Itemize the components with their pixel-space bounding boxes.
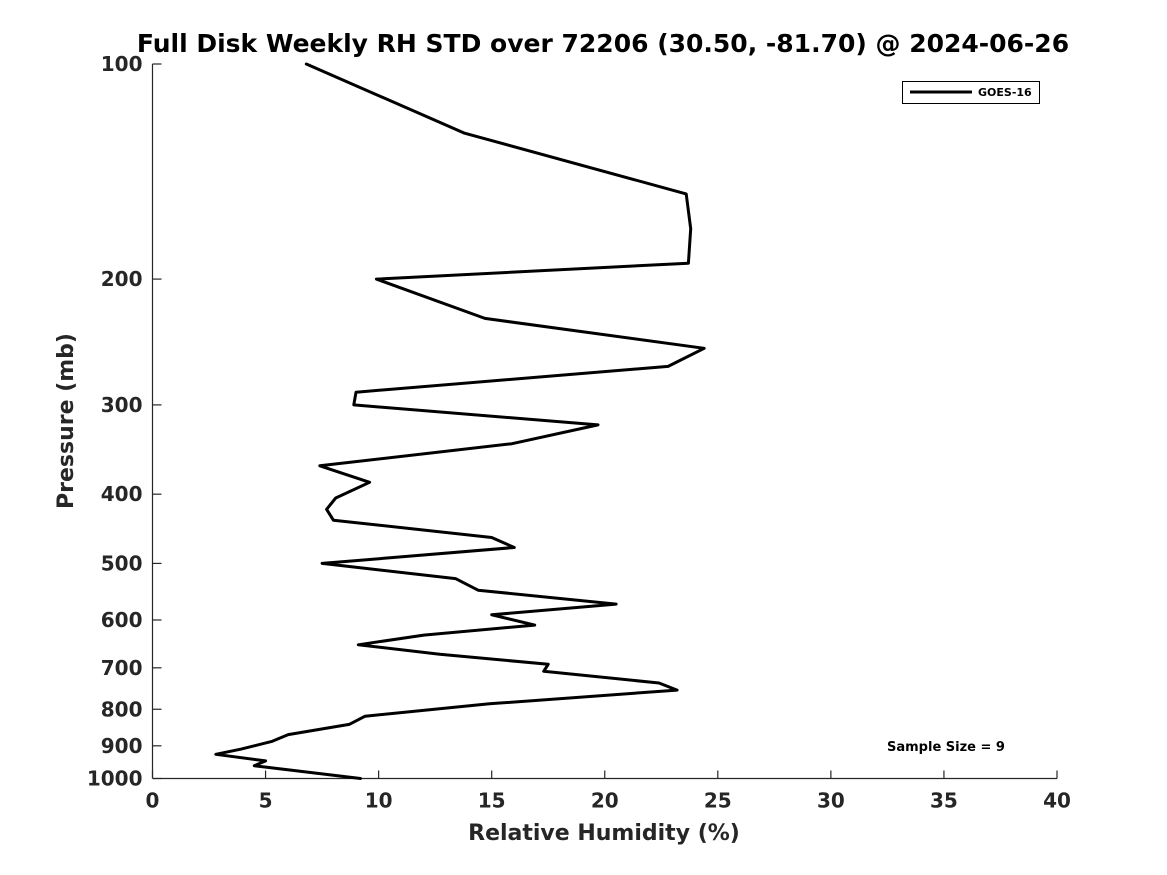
y-tick-label: 500 [101,551,143,575]
sample-size-annotation: Sample Size = 9 [887,740,1005,755]
x-tick-label: 10 [365,789,393,813]
legend: GOES-16 [902,81,1040,104]
y-tick-label: 700 [101,656,143,680]
chart-title: Full Disk Weekly RH STD over 72206 (30.5… [137,29,1069,58]
x-tick-label: 35 [930,789,958,813]
x-tick-label: 30 [817,789,845,813]
y-tick-label: 900 [101,734,143,758]
y-axis-label: Pressure (mb) [54,333,79,509]
x-tick-label: 40 [1043,789,1071,813]
series-line-goes-16 [214,62,706,780]
x-tick-label: 0 [146,789,160,813]
x-tick-label: 20 [591,789,619,813]
y-tick-label: 1000 [87,767,143,791]
y-ticks: 100 200 300 400 500 600 700 800 900 1000 [87,52,162,791]
x-axis-label: Relative Humidity (%) [468,821,740,846]
series-layer [214,62,706,780]
legend-label-goes-16: GOES-16 [978,86,1032,99]
x-tick-label: 5 [259,789,273,813]
x-tick-label: 15 [478,789,506,813]
y-tick-label: 300 [101,393,143,417]
y-tick-label: 200 [101,267,143,291]
y-tick-label: 400 [101,482,143,506]
y-tick-label: 100 [101,52,143,76]
y-tick-label: 800 [101,697,143,721]
x-ticks: 0 5 10 15 20 25 30 35 40 [146,770,1071,813]
x-tick-label: 25 [704,789,732,813]
y-tick-label: 600 [101,608,143,632]
